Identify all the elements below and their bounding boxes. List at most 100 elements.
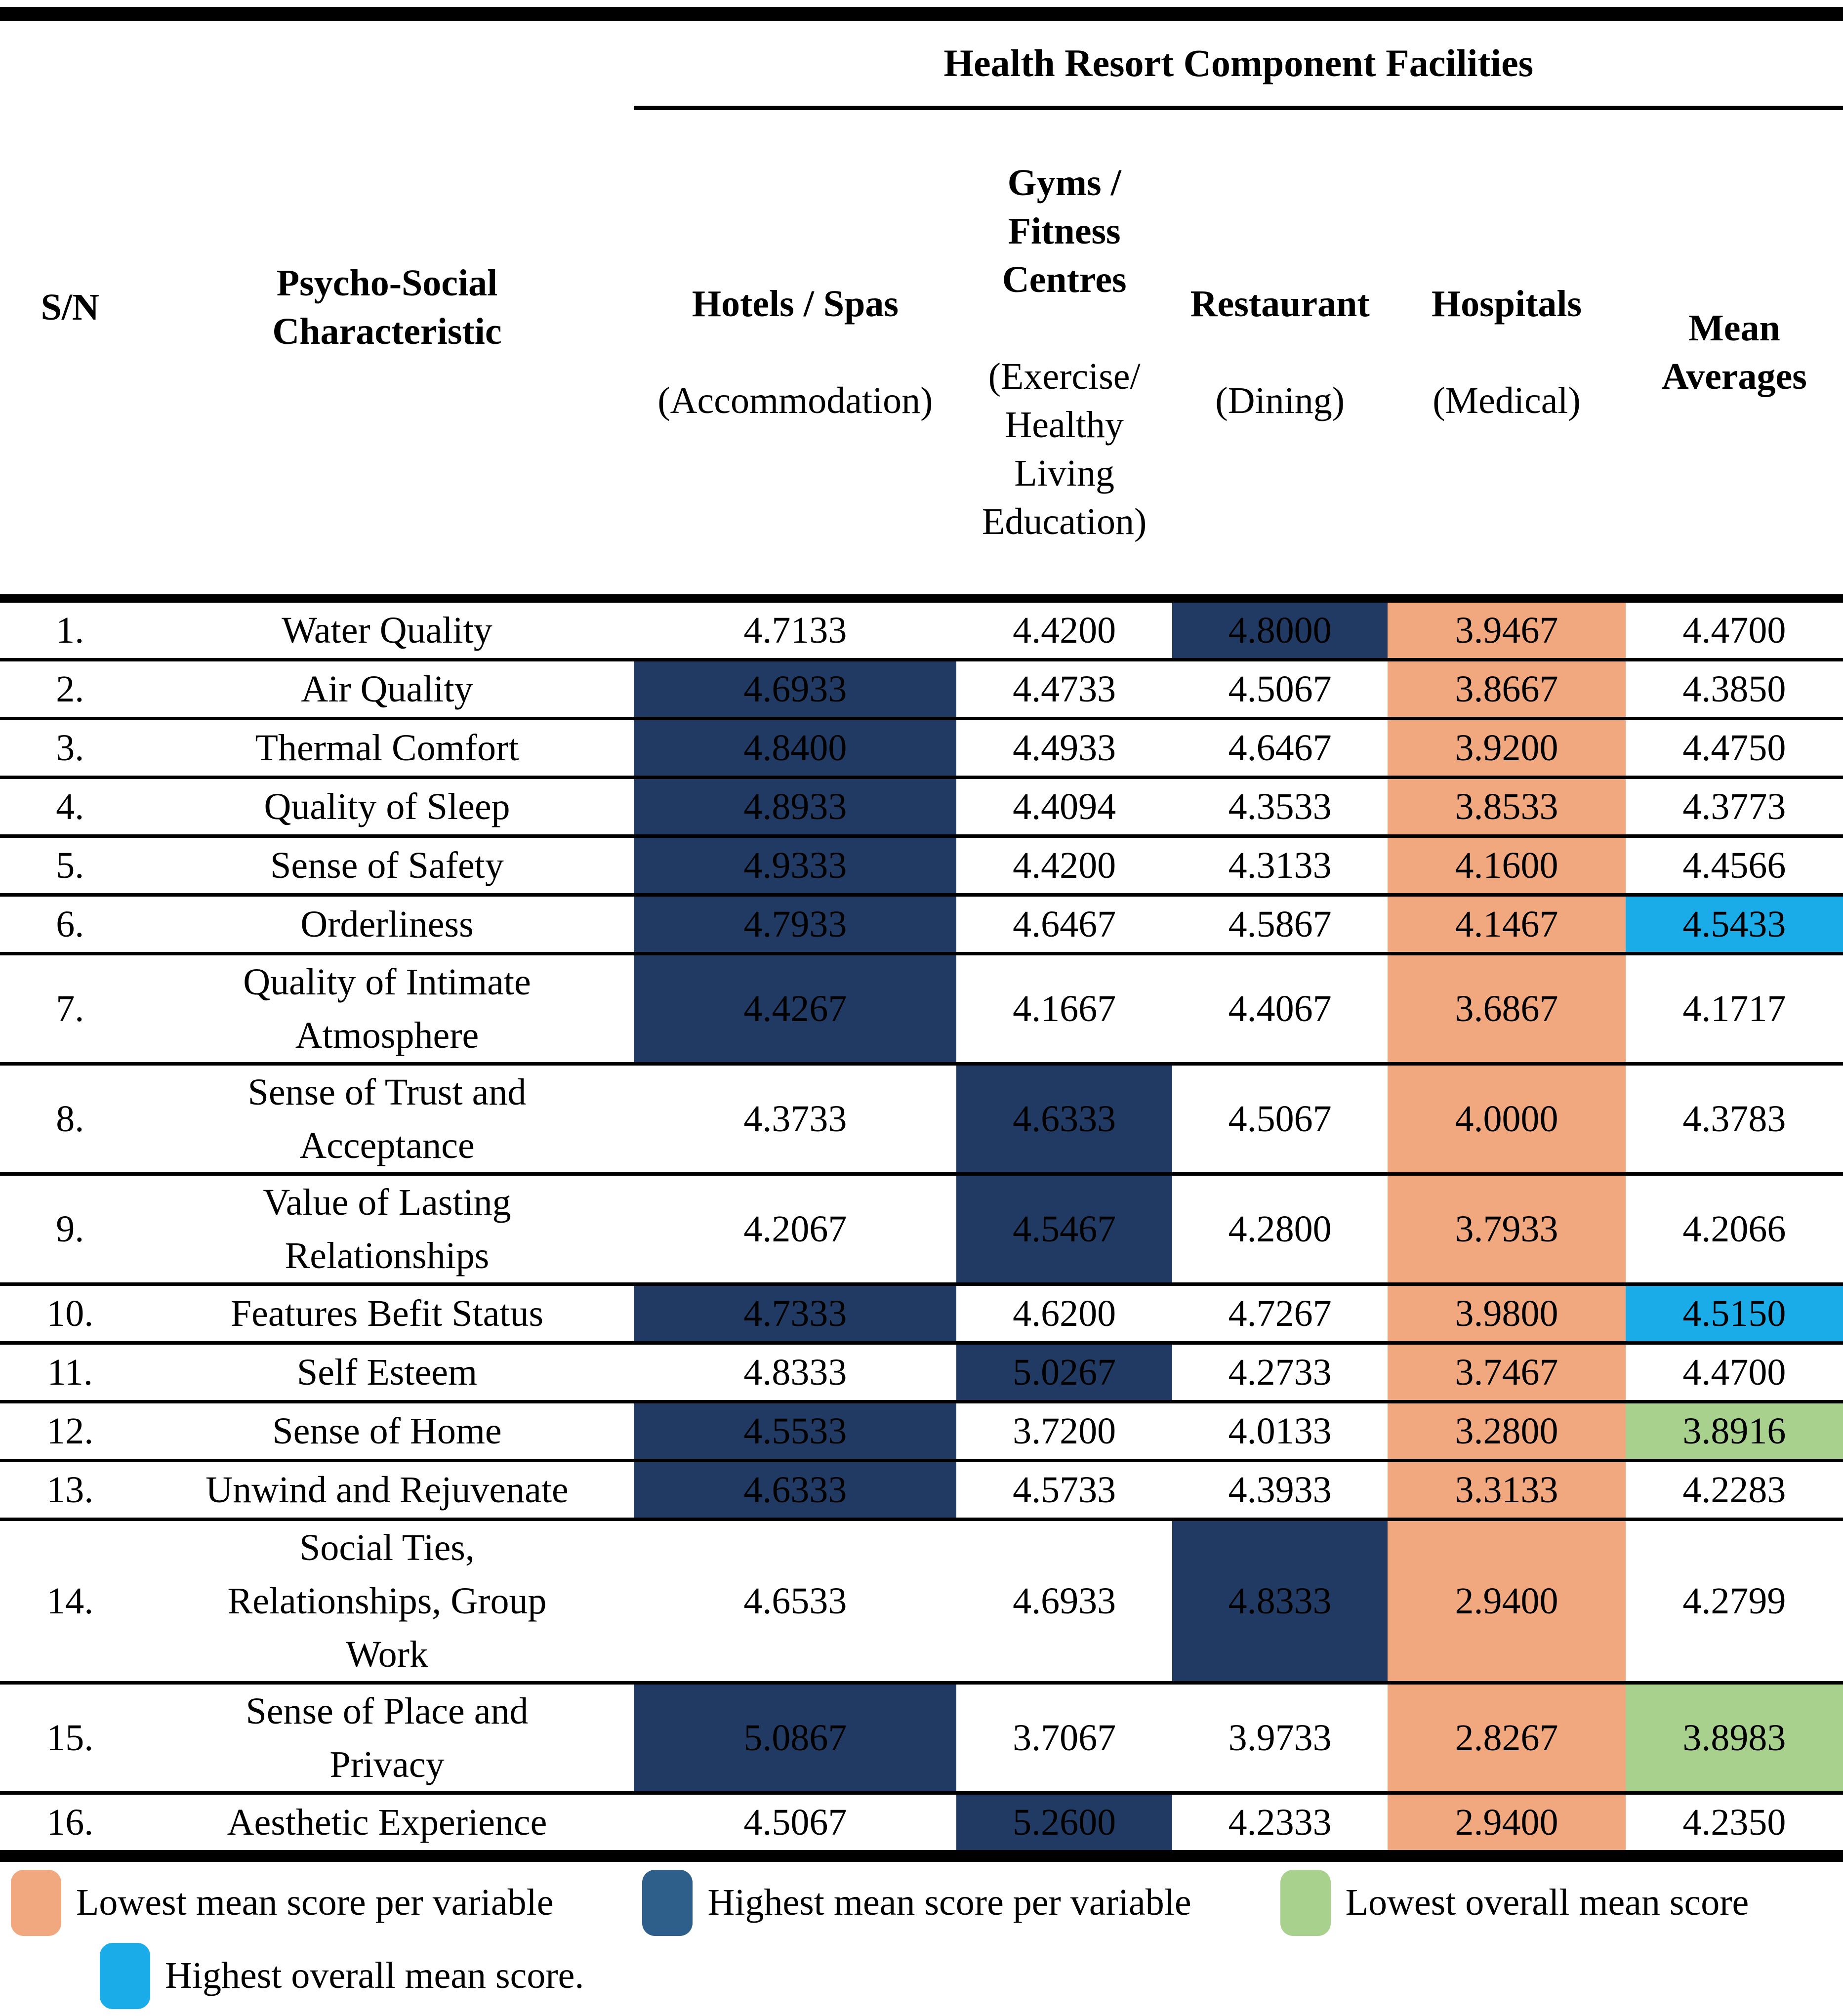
cell-mean-average: 4.2350 (1682, 1801, 1786, 1843)
cell-hotels-spas: 4.7133 (634, 594, 957, 661)
cell-hospitals: 3.8533 (1388, 777, 1626, 838)
column-header-gyms-title: Gyms / Fitness Centres (1002, 162, 1127, 300)
cell-restaurant: 4.2800 (1172, 1174, 1388, 1286)
cell-mean-average: 3.8983 (1625, 1683, 1843, 1795)
cell-hotels-spas: 4.8333 (634, 1343, 957, 1403)
column-header-gyms-subtitle: (Exercise/ Healthy Living Education) (982, 355, 1147, 542)
row-label: Quality of Intimate Atmosphere (140, 953, 634, 1066)
legend-swatch (1280, 1869, 1331, 1936)
row-label: Unwind and Rejuvenate (140, 1460, 634, 1521)
cell-gyms-fitness: 4.5733 (956, 1460, 1172, 1521)
cell-hotels-spas: 4.6333 (634, 1460, 957, 1521)
cell-restaurant: 4.6467 (1172, 718, 1388, 779)
cell-gyms-fitness: 4.1667 (956, 953, 1172, 1066)
table-row: 15. Sense of Place and Privacy 5.0867 3.… (0, 1683, 1843, 1795)
table-row: 11. Self Esteem 4.8333 5.0267 4.2733 3.7… (0, 1343, 1843, 1403)
row-number: 15. (0, 1683, 140, 1795)
row-label: Aesthetic Experience (227, 1801, 547, 1843)
cell-restaurant: 4.2333 (1228, 1801, 1332, 1843)
row-number: 7. (0, 953, 140, 1066)
column-header-restaurant: Restaurant (Dining) (1172, 108, 1388, 598)
table-row: 6. Orderliness 4.7933 4.6467 4.5867 4.14… (0, 895, 1843, 955)
cell-restaurant: 4.8000 (1172, 594, 1388, 661)
row-number: 11. (0, 1343, 140, 1403)
cell-hospitals: 3.8667 (1388, 659, 1626, 720)
column-header-row: Hotels / Spas (Accommodation) Gyms / Fit… (0, 108, 1843, 598)
cell-mean-average: 4.2066 (1625, 1174, 1843, 1286)
cell-mean-average: 4.3783 (1625, 1064, 1843, 1176)
cell-restaurant: 4.8333 (1172, 1519, 1388, 1685)
cell-hotels-spas: 4.6933 (634, 659, 957, 720)
row-number: 4. (0, 777, 140, 838)
cell-gyms-fitness: 3.7067 (956, 1683, 1172, 1795)
cell-hospitals: 4.1467 (1388, 895, 1626, 955)
cell-hospitals: 3.7467 (1388, 1343, 1626, 1403)
cell-hospitals: 3.3133 (1388, 1460, 1626, 1521)
cell-gyms-fitness: 4.4094 (956, 777, 1172, 838)
row-label: Orderliness (140, 895, 634, 955)
cell-gyms-fitness: 3.7200 (956, 1401, 1172, 1462)
row-label: Sense of Place and Privacy (140, 1683, 634, 1795)
legend-label: Lowest mean score per variable (76, 1881, 554, 1923)
table-row: 8. Sense of Trust and Acceptance 4.3733 … (0, 1064, 1843, 1176)
row-number: 2. (0, 659, 140, 720)
cell-hospitals: 2.8267 (1388, 1683, 1626, 1795)
cell-hotels-spas: 4.5533 (634, 1401, 957, 1462)
cell-restaurant: 4.3933 (1172, 1460, 1388, 1521)
cell-mean-average: 4.4700 (1625, 594, 1843, 661)
cell-mean-average: 4.4750 (1625, 718, 1843, 779)
column-header-hospitals-subtitle: (Medical) (1433, 379, 1581, 421)
row-number: 6. (0, 895, 140, 955)
cell-restaurant: 4.0133 (1172, 1401, 1388, 1462)
cell-hospitals: 3.9467 (1388, 594, 1626, 661)
cell-mean-average: 4.3773 (1625, 777, 1843, 838)
table-row: 10. Features Befit Status 4.7333 4.6200 … (0, 1284, 1843, 1345)
cell-hospitals: 3.9800 (1388, 1284, 1626, 1345)
column-header-hotels-title: Hotels / Spas (692, 283, 899, 325)
column-header-hospitals-title: Hospitals (1432, 283, 1582, 325)
table-row: 3. Thermal Comfort 4.8400 4.4933 4.6467 … (0, 718, 1843, 779)
table-row: 2. Air Quality 4.6933 4.4733 4.5067 3.86… (0, 659, 1843, 720)
cell-restaurant: 4.5067 (1172, 659, 1388, 720)
column-header-sn: S/N (0, 14, 140, 598)
column-header-gyms: Gyms / Fitness Centres (Exercise/ Health… (956, 108, 1172, 598)
row-number: 14. (0, 1519, 140, 1685)
table-row: 7. Quality of Intimate Atmosphere 4.4267… (0, 953, 1843, 1066)
cell-hotels-spas: 4.7333 (634, 1284, 957, 1345)
cell-hotels-spas: 4.7933 (634, 895, 957, 955)
cell-mean-average: 4.4566 (1625, 836, 1843, 897)
cell-gyms-fitness: 4.6333 (956, 1064, 1172, 1176)
cell-mean-average: 4.1717 (1625, 953, 1843, 1066)
cell-hotels-spas: 4.9333 (634, 836, 957, 897)
cell-restaurant: 3.9733 (1172, 1683, 1388, 1795)
row-label: Social Ties, Relationships, Group Work (140, 1519, 634, 1685)
column-header-characteristic: Psycho-Social Characteristic (140, 14, 634, 598)
cell-hospitals: 4.1600 (1388, 836, 1626, 897)
cell-gyms-fitness: 4.4200 (956, 836, 1172, 897)
cell-restaurant: 4.3133 (1172, 836, 1388, 897)
legend-label: Highest mean score per variable (707, 1881, 1191, 1923)
cell-mean-average: 4.3850 (1625, 659, 1843, 720)
row-label: Sense of Trust and Acceptance (140, 1064, 634, 1176)
cell-gyms-fitness: 4.5467 (956, 1174, 1172, 1286)
row-label: Sense of Safety (140, 836, 634, 897)
row-label: Sense of Home (140, 1401, 634, 1462)
row-number: 13. (0, 1460, 140, 1521)
cell-mean-average: 4.5150 (1625, 1284, 1843, 1345)
row-label: Air Quality (140, 659, 634, 720)
legend-item: Highest overall mean score. (100, 1942, 673, 2009)
row-label: Value of Lasting Relationships (140, 1174, 634, 1286)
cell-hotels-spas: 4.4267 (634, 953, 957, 1066)
legend: Lowest mean score per variable Highest me… (0, 1869, 1843, 2016)
table-row: 13. Unwind and Rejuvenate 4.6333 4.5733 … (0, 1460, 1843, 1521)
cell-mean-average: 3.8916 (1625, 1401, 1843, 1462)
row-label: Thermal Comfort (140, 718, 634, 779)
legend-item: Highest mean score per variable (642, 1869, 1280, 1936)
row-number: 9. (0, 1174, 140, 1286)
cell-gyms-fitness: 4.6933 (956, 1519, 1172, 1685)
column-header-hospitals: Hospitals (Medical) (1388, 108, 1625, 598)
cell-gyms-fitness: 4.4933 (956, 718, 1172, 779)
cell-hotels-spas: 4.2067 (634, 1174, 957, 1286)
row-label: Features Befit Status (140, 1284, 634, 1345)
legend-label: Highest overall mean score. (165, 1954, 584, 1996)
